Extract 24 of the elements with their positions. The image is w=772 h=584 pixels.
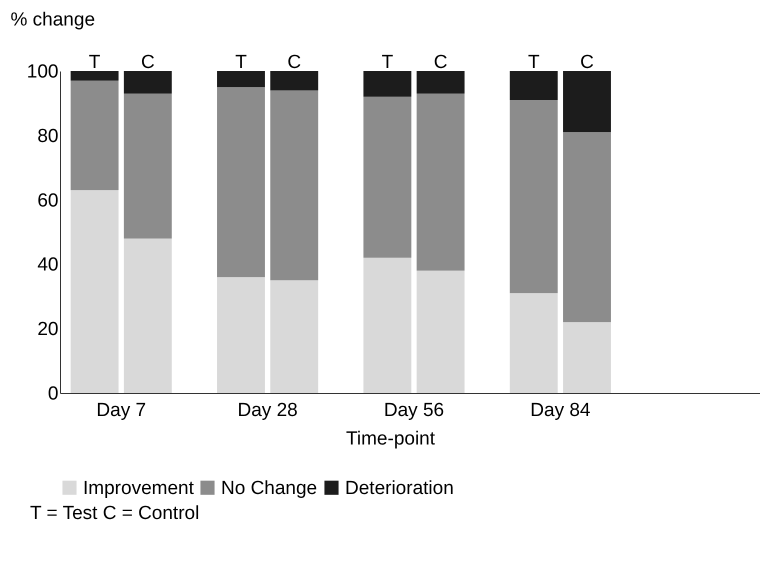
x-tick-label: C	[287, 52, 302, 73]
y-tick-label: 0	[48, 384, 58, 404]
x-tick-label: T	[235, 52, 248, 73]
y-tick-label: 80	[37, 126, 58, 147]
y-tick-label: 40	[37, 254, 58, 276]
x-tick-label: T	[88, 52, 101, 73]
text: Day 56	[384, 400, 444, 421]
text: Day 7	[96, 400, 146, 421]
x-tick-label: C	[140, 52, 155, 73]
y-tick-label: 20	[37, 319, 58, 340]
x-axis-title: Time-point	[346, 428, 436, 450]
y-tick-label: 60	[37, 190, 58, 212]
legend-label: Deterioration	[345, 478, 454, 499]
x-tick-label: C	[580, 52, 594, 73]
text: T = Test C = Control	[30, 503, 200, 525]
x-tick-label: T	[528, 52, 540, 73]
legend-label: Improvement	[83, 478, 195, 499]
x-tick-label: C	[434, 52, 448, 73]
x-tick-label: T	[382, 52, 394, 73]
y-axis-title: % change	[10, 10, 96, 30]
text: Day 28	[238, 400, 298, 421]
legend-label: No Change	[221, 478, 318, 499]
y-tick-label: 100	[26, 62, 58, 82]
text: Day 84	[530, 400, 591, 421]
